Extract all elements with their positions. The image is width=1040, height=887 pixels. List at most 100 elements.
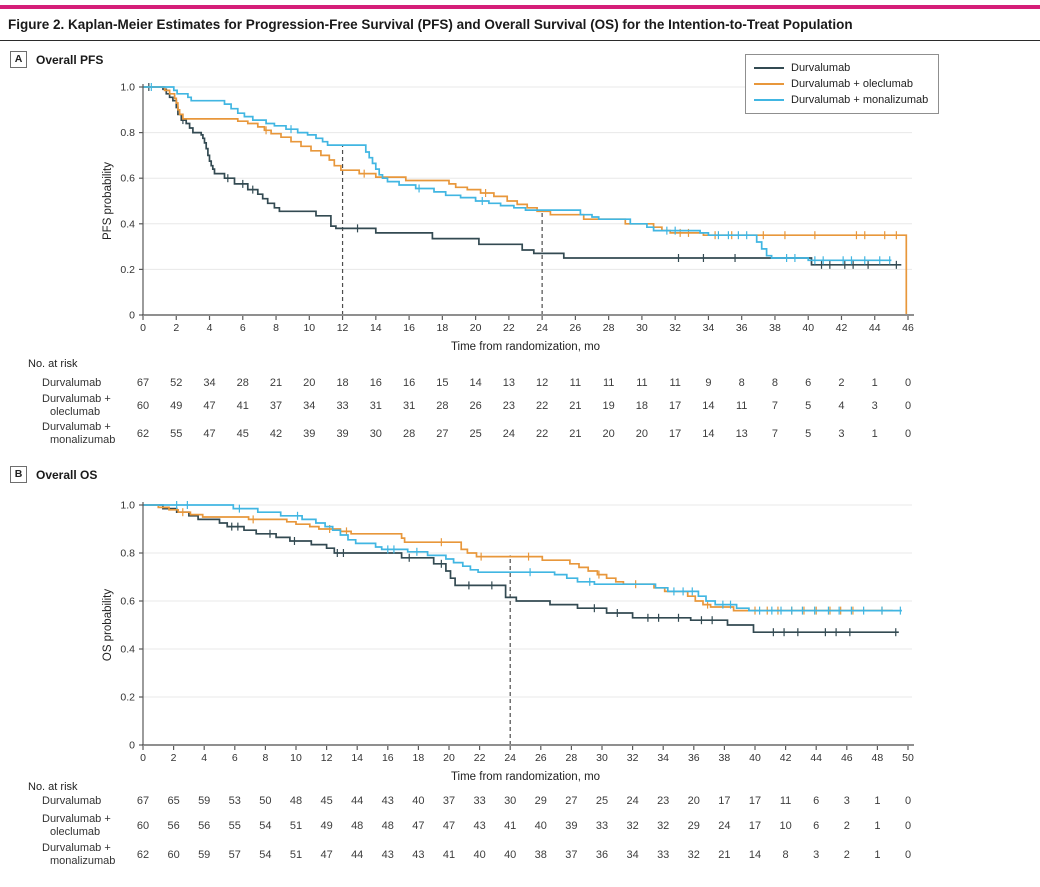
x-tick-label: 38	[719, 752, 731, 764]
risk-count: 34	[303, 400, 315, 412]
x-tick-label: 12	[337, 322, 349, 334]
x-tick-label: 2	[171, 752, 177, 764]
x-tick-label: 26	[535, 752, 547, 764]
x-tick-label: 50	[902, 752, 914, 764]
risk-count: 33	[473, 795, 485, 807]
risk-count: 14	[749, 849, 761, 861]
risk-count: 52	[170, 377, 182, 389]
risk-count: 53	[229, 795, 241, 807]
risk-count: 48	[290, 795, 302, 807]
y-axis-title: OS probability	[102, 589, 114, 661]
risk-count: 11	[636, 377, 647, 389]
km-curve-monalizumab	[143, 504, 902, 612]
risk-row-label: Durvalumab +	[42, 421, 111, 433]
risk-count: 34	[203, 377, 215, 389]
x-tick-label: 8	[262, 752, 268, 764]
panel-b-letter: B	[10, 466, 27, 483]
risk-count: 6	[813, 820, 819, 832]
risk-count: 28	[436, 400, 448, 412]
x-tick-label: 10	[290, 752, 302, 764]
risk-count: 30	[504, 795, 516, 807]
risk-count: 37	[443, 795, 455, 807]
risk-row-label: Durvalumab +	[42, 393, 111, 405]
x-tick-label: 14	[351, 752, 363, 764]
risk-count: 40	[412, 795, 424, 807]
risk-count: 14	[469, 377, 481, 389]
risk-count: 21	[718, 849, 730, 861]
km-curve-durvalumab	[143, 504, 899, 634]
risk-count: 24	[503, 428, 515, 440]
x-tick-label: 22	[503, 322, 515, 334]
risk-count: 3	[844, 795, 850, 807]
risk-count: 7	[772, 428, 778, 440]
km-curve-oleclumab	[143, 504, 893, 612]
legend-line-monalizumab	[754, 98, 784, 102]
risk-count: 3	[813, 849, 819, 861]
risk-count: 41	[443, 849, 455, 861]
risk-count: 2	[838, 377, 844, 389]
x-tick-label: 48	[872, 752, 884, 764]
risk-count: 14	[702, 400, 714, 412]
x-tick-label: 42	[780, 752, 792, 764]
x-tick-label: 42	[836, 322, 848, 334]
risk-count: 33	[336, 400, 348, 412]
risk-count: 0	[905, 849, 911, 861]
risk-count: 28	[403, 428, 415, 440]
risk-count: 43	[473, 820, 485, 832]
risk-count: 6	[805, 377, 811, 389]
risk-row-label: monalizumab	[50, 434, 115, 446]
risk-count: 49	[320, 820, 332, 832]
y-tick-label: 0	[129, 310, 135, 322]
x-tick-label: 32	[627, 752, 639, 764]
x-tick-label: 32	[669, 322, 681, 334]
risk-count: 30	[370, 428, 382, 440]
risk-count: 1	[874, 820, 880, 832]
x-tick-label: 44	[810, 752, 822, 764]
risk-count: 31	[370, 400, 382, 412]
risk-count: 16	[370, 377, 382, 389]
y-tick-label: 0.8	[120, 548, 135, 560]
risk-count: 32	[657, 820, 669, 832]
panel-a-title: Overall PFS	[36, 52, 104, 67]
risk-count: 32	[688, 849, 700, 861]
x-tick-label: 16	[382, 752, 394, 764]
risk-count: 33	[596, 820, 608, 832]
legend-entry: Durvalumab + oleclumab	[754, 76, 928, 92]
x-tick-label: 26	[570, 322, 582, 334]
x-tick-label: 38	[769, 322, 781, 334]
risk-count: 20	[636, 428, 648, 440]
y-tick-label: 0.8	[120, 127, 135, 139]
accent-rule	[0, 5, 1040, 9]
risk-count: 43	[412, 849, 424, 861]
x-tick-label: 18	[413, 752, 425, 764]
x-axis-title: Time from randomization, mo	[451, 341, 600, 353]
x-tick-label: 16	[403, 322, 415, 334]
y-tick-label: 0.2	[120, 264, 135, 276]
risk-count: 1	[872, 428, 878, 440]
risk-count: 51	[290, 849, 302, 861]
risk-count: 24	[718, 820, 730, 832]
risk-count: 8	[772, 377, 778, 389]
risk-count: 44	[351, 849, 363, 861]
risk-row-label: oleclumab	[50, 826, 100, 838]
risk-count: 59	[198, 795, 210, 807]
legend-label: Durvalumab	[791, 62, 851, 74]
risk-count: 54	[259, 820, 271, 832]
risk-count: 49	[170, 400, 182, 412]
risk-count: 1	[872, 377, 878, 389]
risk-count: 0	[905, 400, 911, 412]
x-tick-label: 28	[603, 322, 615, 334]
risk-count: 48	[382, 820, 394, 832]
risk-count: 3	[872, 400, 878, 412]
risk-count: 50	[259, 795, 271, 807]
km-curve-monalizumab	[143, 86, 892, 262]
x-tick-label: 44	[869, 322, 881, 334]
risk-table-header: No. at risk	[28, 781, 78, 793]
risk-count: 40	[504, 849, 516, 861]
x-tick-label: 36	[688, 752, 700, 764]
y-tick-label: 1.0	[120, 82, 135, 94]
risk-count: 39	[565, 820, 577, 832]
panel-b-header: B Overall OS	[10, 466, 97, 483]
risk-count: 65	[167, 795, 179, 807]
